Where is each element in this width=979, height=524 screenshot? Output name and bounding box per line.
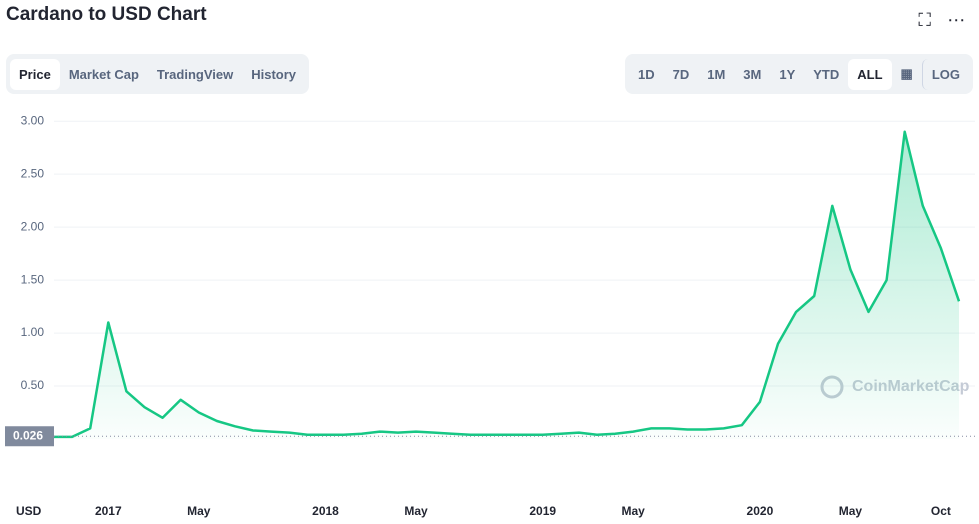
- y-tick-label: 0.50: [21, 378, 45, 392]
- x-tick-label: 2018: [312, 504, 339, 518]
- range-button[interactable]: ALL: [848, 58, 892, 90]
- y-tick-label: 3.00: [21, 113, 45, 127]
- range-button[interactable]: 3M: [743, 66, 762, 82]
- y-tick-label: 1.00: [21, 325, 45, 339]
- price-line: [54, 130, 961, 439]
- range-button[interactable]: YTD: [813, 66, 840, 82]
- tab[interactable]: Price: [10, 58, 60, 90]
- tab[interactable]: TradingView: [156, 66, 234, 82]
- x-tick-label: 2020: [747, 504, 774, 518]
- range-button[interactable]: 1M: [707, 66, 726, 82]
- y-tick-label: 2.50: [21, 166, 45, 180]
- range-button[interactable]: 1Y: [779, 66, 796, 82]
- x-tick-label: Oct: [931, 504, 951, 518]
- tab[interactable]: History: [251, 66, 297, 82]
- tab[interactable]: Market Cap: [68, 66, 139, 82]
- x-tick-label: May: [404, 504, 428, 518]
- x-tick-label: May: [622, 504, 646, 518]
- log-button[interactable]: LOG: [921, 58, 969, 90]
- x-tick-label: May: [187, 504, 211, 518]
- x-tick-label: 2017: [95, 504, 122, 518]
- chart-title: Cardano to USD Chart: [6, 4, 207, 25]
- range-button[interactable]: 1D: [637, 66, 655, 82]
- y-tick-label: 2.00: [21, 219, 45, 233]
- calendar-button[interactable]: ▦: [900, 66, 913, 81]
- currency-label: USD: [16, 504, 42, 518]
- x-tick-label: 2019: [529, 504, 556, 518]
- y-tick-label: 1.50: [21, 272, 45, 286]
- reference-label: 0.026: [13, 428, 43, 442]
- area-fill: [54, 131, 959, 440]
- x-tick-label: May: [839, 504, 863, 518]
- tab-group: Price Market Cap TradingView History: [6, 54, 310, 94]
- toolbar-icons[interactable]: ⛶ ⋯: [918, 10, 967, 30]
- reference-label-box: [5, 426, 54, 447]
- range-button[interactable]: 7D: [672, 66, 690, 82]
- range-group: 1D 7D 1M 3M 1Y YTD ALL ▦ LOG: [624, 54, 973, 94]
